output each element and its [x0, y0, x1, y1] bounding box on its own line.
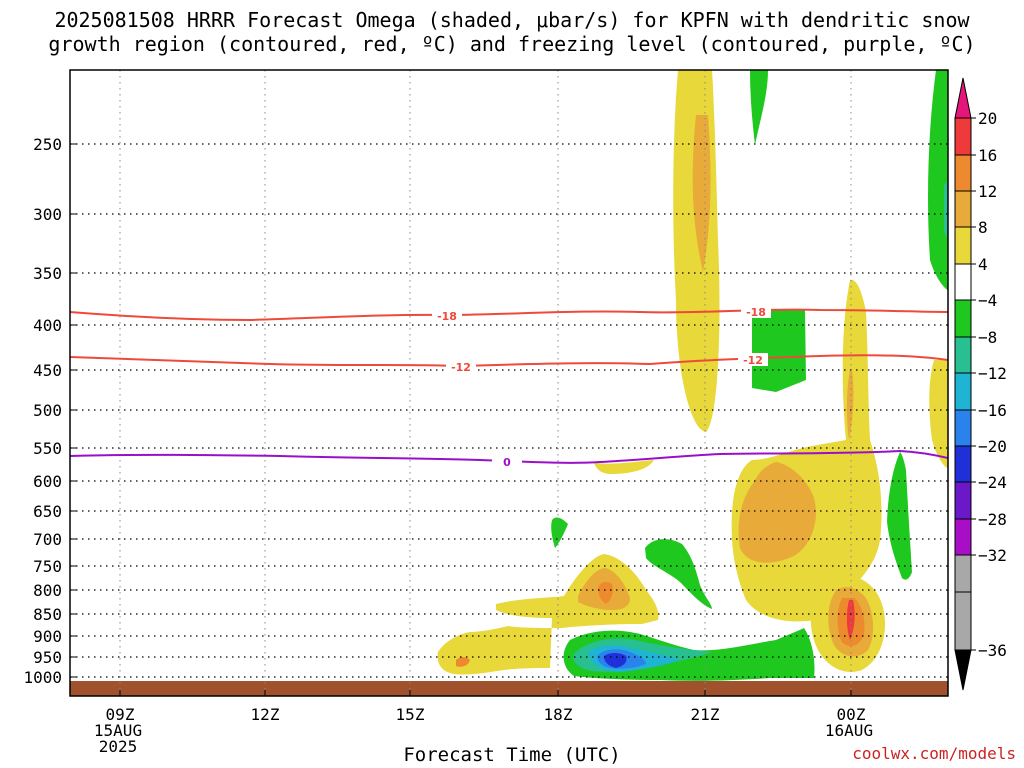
omega-region-orange	[598, 581, 613, 604]
y-tick-label: 650	[33, 502, 62, 521]
omega-region-yellow	[594, 460, 654, 474]
colorbar-segment	[954, 263, 972, 301]
colorbar-label: 12	[978, 182, 997, 201]
x-tick-label: 09Z	[106, 705, 135, 724]
omega-region-gold	[738, 462, 816, 563]
y-tick-label: 750	[33, 557, 62, 576]
omega-region-red	[846, 600, 855, 640]
x-tick-label: 15Z	[396, 705, 425, 724]
colorbar-segment	[954, 190, 972, 228]
y-tick-label: 550	[33, 439, 62, 458]
y-tick-label: 500	[33, 401, 62, 420]
colorbar-label: −16	[978, 401, 1007, 420]
omega-region-orange	[456, 657, 470, 667]
omega-region-green	[750, 70, 768, 145]
colorbar-segment	[954, 481, 972, 520]
y-tick-label: 800	[33, 581, 62, 600]
colorbar-segment	[954, 554, 972, 593]
colorbar-label: 16	[978, 146, 997, 165]
title-line-1: 2025081508 HRRR Forecast Omega (shaded, …	[54, 8, 970, 32]
colorbar: 20 16 12 8 4 −4 −8 −12 −16 −20 −24 −28 −32 −36	[954, 77, 1007, 691]
x-tick-label: 12Z	[251, 705, 280, 724]
colorbar-segment	[954, 445, 972, 483]
grid-lines	[70, 70, 948, 696]
y-tick-label: 950	[33, 648, 62, 667]
omega-region-yellow	[929, 360, 948, 468]
colorbar-label: −20	[978, 437, 1007, 456]
colorbar-label: −24	[978, 473, 1007, 492]
y-tick-label: 400	[33, 316, 62, 335]
y-tick-label: 900	[33, 627, 62, 646]
x-tick-label: 00Z	[837, 705, 866, 724]
y-tick-label: 250	[33, 135, 62, 154]
x-tick-label: 18Z	[544, 705, 573, 724]
colorbar-segment	[954, 336, 972, 374]
x-tick-label: 21Z	[691, 705, 720, 724]
y-tick-label: 850	[33, 605, 62, 624]
colorbar-label: 4	[978, 255, 988, 274]
omega-region-gold	[846, 370, 854, 440]
contour-label-bg	[446, 360, 476, 373]
omega-region-green	[928, 70, 948, 290]
omega-region-navy	[604, 653, 627, 668]
x-tick-sublabel: 16AUG	[825, 721, 873, 740]
x-axis-label: Forecast Time (UTC)	[403, 744, 621, 766]
x-tick-sublabel: 15AUG	[94, 721, 142, 740]
title-line-2: growth region (contoured, red, ºC) and f…	[48, 32, 976, 56]
colorbar-segment	[954, 299, 972, 338]
y-tick-label: 300	[33, 205, 62, 224]
colorbar-label: 8	[978, 218, 988, 237]
colorbar-label: −32	[978, 546, 1007, 565]
colorbar-segment	[954, 154, 972, 192]
colorbar-segment	[954, 409, 972, 447]
omega-shading	[70, 70, 948, 696]
omega-region-teal	[944, 180, 948, 240]
colorbar-label: −28	[978, 510, 1007, 529]
contour-label: -18	[437, 310, 457, 323]
contour-label: -12	[743, 354, 763, 367]
omega-region-gold	[692, 115, 711, 272]
colorbar-segment	[954, 226, 972, 265]
colorbar-segment	[954, 117, 972, 156]
y-tick-label: 1000	[23, 668, 62, 687]
y-tick-label: 600	[33, 472, 62, 491]
colorbar-segment	[954, 518, 972, 556]
colorbar-label: 20	[978, 109, 997, 128]
omega-region-green	[551, 517, 568, 548]
contour-label: 0	[503, 456, 511, 469]
contour-label-bg	[741, 305, 771, 318]
y-tick-label: 450	[33, 361, 62, 380]
ground-strip	[70, 681, 948, 696]
contour-line-3	[70, 449, 948, 464]
omega-region-green	[752, 310, 806, 392]
chart-title: 2025081508 HRRR Forecast Omega (shaded, …	[0, 8, 1024, 56]
contour-label: -18	[746, 306, 766, 319]
watermark[interactable]: coolwx.com/models	[852, 744, 1016, 763]
colorbar-label: −36	[978, 641, 1007, 660]
x-tick-sublabel: 2025	[99, 737, 138, 756]
omega-region-green	[645, 539, 712, 609]
colorbar-label: −12	[978, 364, 1007, 383]
colorbar-bottom-arrow	[954, 649, 972, 691]
contour-label: -12	[451, 361, 471, 374]
colorbar-top-arrow	[954, 77, 972, 119]
colorbar-segment	[954, 591, 972, 651]
y-axis-ticks: 250 300 350 400 450 500 550 600 650 700 750 800 850 9…	[23, 135, 76, 687]
contour-label-bg	[492, 455, 522, 468]
plot-frame	[69, 69, 949, 697]
contour-line-2	[70, 354, 948, 368]
contour-label-bg	[738, 353, 768, 366]
y-tick-label: 350	[33, 264, 62, 283]
colorbar-label: −8	[978, 328, 997, 347]
contour-line-1	[70, 308, 948, 322]
temperature-contours: -18 -18 -12 -12 0	[70, 305, 948, 469]
colorbar-segment	[954, 372, 972, 411]
omega-region-green	[887, 452, 912, 580]
colorbar-label: −4	[978, 291, 997, 310]
y-tick-label: 700	[33, 530, 62, 549]
contour-label-bg	[432, 309, 462, 322]
